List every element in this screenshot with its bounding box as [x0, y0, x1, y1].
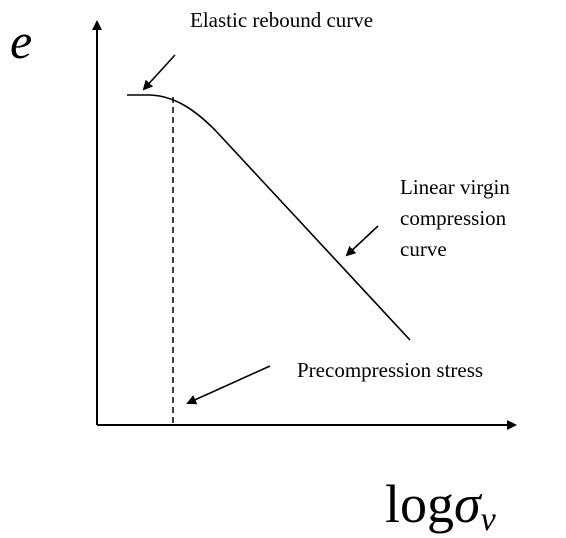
x-axis-label: logσv — [385, 474, 497, 538]
annotation: compression — [400, 206, 507, 230]
arrow — [142, 54, 176, 91]
arrow — [345, 225, 379, 257]
annotation: Elastic rebound curve — [190, 8, 373, 32]
x-label-base: log — [385, 474, 454, 534]
compression-curve — [127, 94, 411, 341]
annotation: Linear virgin — [400, 175, 510, 199]
x-label-symbol: σ — [454, 474, 483, 534]
x-label-subscript: v — [481, 501, 497, 538]
annotation: Precompression stress — [297, 358, 483, 382]
annotation: curve — [400, 237, 447, 261]
y-axis-label: e — [10, 13, 32, 69]
arrow — [186, 365, 271, 405]
